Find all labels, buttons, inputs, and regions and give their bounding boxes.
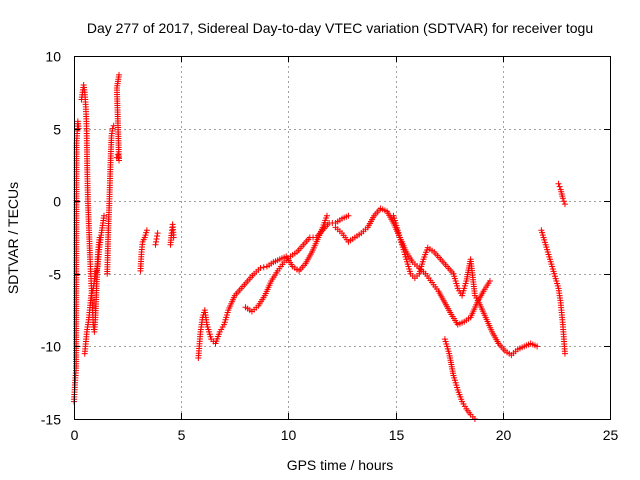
x-tick-label: 5 [178,427,186,443]
x-axis-label: GPS time / hours [287,457,394,473]
data-point [143,227,150,234]
plot-border [74,56,611,420]
y-tick-label: -15 [41,412,61,428]
data-point [561,201,568,208]
x-tick-label: 15 [389,427,405,443]
data-point [154,233,161,240]
data-point [555,180,562,187]
y-tick-label: -5 [49,267,62,283]
data-point [534,343,541,350]
data-point [323,212,330,219]
data-point [154,230,161,237]
x-tick-label: 20 [496,427,512,443]
data-point [170,234,177,241]
data-point [345,212,352,219]
data-point [114,151,121,158]
data-point [257,264,264,271]
data-point [75,125,82,132]
data-point [153,238,160,245]
data-point [116,71,123,78]
y-tick-label: 5 [53,122,61,138]
data-series [71,71,568,422]
data-point [152,241,159,248]
data-point [153,235,160,242]
data-point [556,183,563,190]
data-point [561,350,568,357]
data-point [486,278,493,285]
y-tick-label: 10 [45,49,61,65]
x-tick-label: 25 [603,427,619,443]
y-axis-label: SDTVAR / TECUs [5,182,21,294]
data-point [101,212,108,219]
y-tick-label: -10 [41,339,61,355]
axis-ticks: 0 5 10 15 20 25 -15 -10 -5 0 5 10 [41,49,619,444]
y-tick-label: 0 [53,194,61,210]
grid [74,56,610,419]
data-point [109,125,116,132]
data-point [560,198,567,205]
data-point [559,195,566,202]
x-tick-label: 10 [281,427,297,443]
x-tick-label: 0 [71,427,79,443]
data-point [260,264,267,271]
chart-title: Day 277 of 2017, Sidereal Day-to-day VTE… [87,20,593,36]
